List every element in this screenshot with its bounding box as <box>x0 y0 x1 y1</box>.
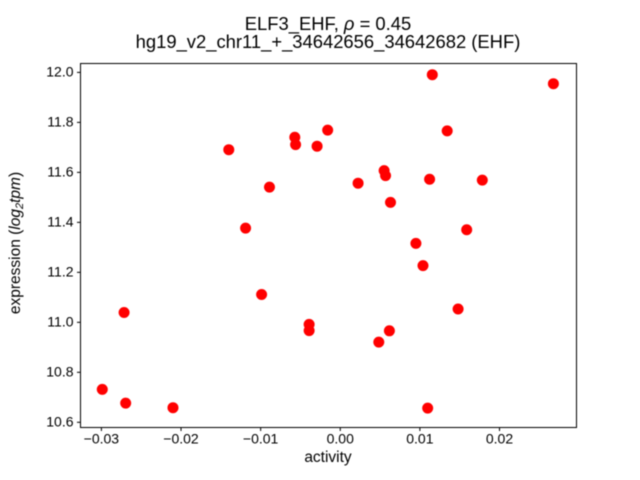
svg-text:10.8: 10.8 <box>46 363 73 379</box>
svg-text:11.6: 11.6 <box>47 163 73 179</box>
svg-text:−0.03: −0.03 <box>84 431 120 447</box>
svg-text:0.02: 0.02 <box>486 431 513 447</box>
svg-text:expression (log2tpm): expression (log2tpm) <box>7 172 26 314</box>
svg-text:−0.01: −0.01 <box>243 431 279 447</box>
svg-text:11.2: 11.2 <box>47 263 73 279</box>
svg-text:10.6: 10.6 <box>46 413 73 429</box>
svg-text:0.01: 0.01 <box>406 431 433 447</box>
svg-text:11.4: 11.4 <box>47 213 73 229</box>
svg-text:11.0: 11.0 <box>47 313 73 329</box>
svg-text:−0.02: −0.02 <box>163 431 199 447</box>
svg-text:activity: activity <box>304 449 352 466</box>
svg-text:0.00: 0.00 <box>327 431 354 447</box>
svg-text:12.0: 12.0 <box>46 63 73 79</box>
svg-text:11.8: 11.8 <box>47 113 73 129</box>
svg-text:hg19_v2_chr11_+_34642656_34642: hg19_v2_chr11_+_34642656_34642682 (EHF) <box>136 31 521 53</box>
